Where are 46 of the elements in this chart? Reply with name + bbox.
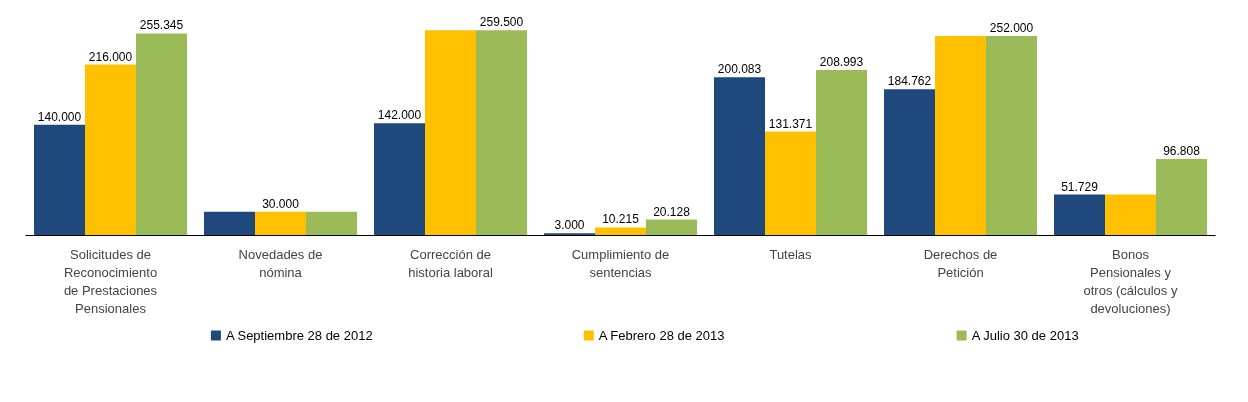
bar bbox=[986, 36, 1037, 236]
bar bbox=[884, 89, 935, 236]
data-label: 184.762 bbox=[887, 74, 932, 89]
data-label: 259.500 bbox=[479, 15, 524, 30]
bar bbox=[1105, 194, 1156, 236]
bar bbox=[374, 123, 425, 236]
x-tick-label: Solicitudes de Reconocimiento de Prestaciones Pensionales bbox=[63, 246, 158, 316]
x-tick-label: Corrección de historia laboral bbox=[408, 246, 493, 280]
data-label: 200.083 bbox=[717, 62, 762, 77]
data-label: 142.000 bbox=[377, 108, 422, 123]
data-label: 10.215 bbox=[602, 212, 640, 227]
x-tick-label: Cumplimiento de sentencias bbox=[571, 246, 670, 280]
bar bbox=[765, 131, 816, 236]
bar bbox=[136, 33, 187, 236]
data-label: 96.808 bbox=[1163, 143, 1201, 158]
legend-label: A Julio 30 de 2013 bbox=[971, 328, 1079, 343]
bar bbox=[1054, 194, 1105, 236]
legend-label: A Septiembre 28 de 2012 bbox=[225, 328, 373, 343]
x-tick-label: Bonos Pensionales y otros (cálculos y devoluciones) bbox=[1083, 246, 1178, 316]
x-tick-label: Tutelas bbox=[769, 246, 813, 262]
bar bbox=[476, 30, 527, 236]
bar bbox=[204, 211, 255, 236]
bar bbox=[646, 219, 697, 236]
bar bbox=[595, 227, 646, 236]
data-label: 51.729 bbox=[1061, 179, 1099, 194]
bar bbox=[255, 211, 306, 236]
x-tick-label: Novedades de nómina bbox=[238, 246, 323, 280]
data-label: 216.000 bbox=[88, 49, 133, 64]
legend-label: A Febrero 28 de 2013 bbox=[598, 328, 725, 343]
data-label: 3.000 bbox=[554, 218, 585, 233]
bar bbox=[306, 211, 357, 236]
data-label: 140.000 bbox=[37, 109, 82, 124]
data-label: 30.000 bbox=[262, 196, 300, 211]
x-tick-label: Derechos de Petición bbox=[923, 246, 998, 280]
bar bbox=[85, 64, 136, 236]
data-label: 255.345 bbox=[139, 18, 184, 33]
bar bbox=[714, 77, 765, 236]
data-label: 208.993 bbox=[819, 55, 864, 70]
bar bbox=[34, 124, 85, 236]
data-label: 252.000 bbox=[989, 21, 1034, 36]
data-label: 20.128 bbox=[653, 204, 691, 219]
bar bbox=[816, 70, 867, 236]
bar bbox=[935, 36, 986, 236]
bar bbox=[425, 30, 476, 236]
bar bbox=[1156, 158, 1207, 236]
data-label: 131.371 bbox=[768, 116, 813, 131]
